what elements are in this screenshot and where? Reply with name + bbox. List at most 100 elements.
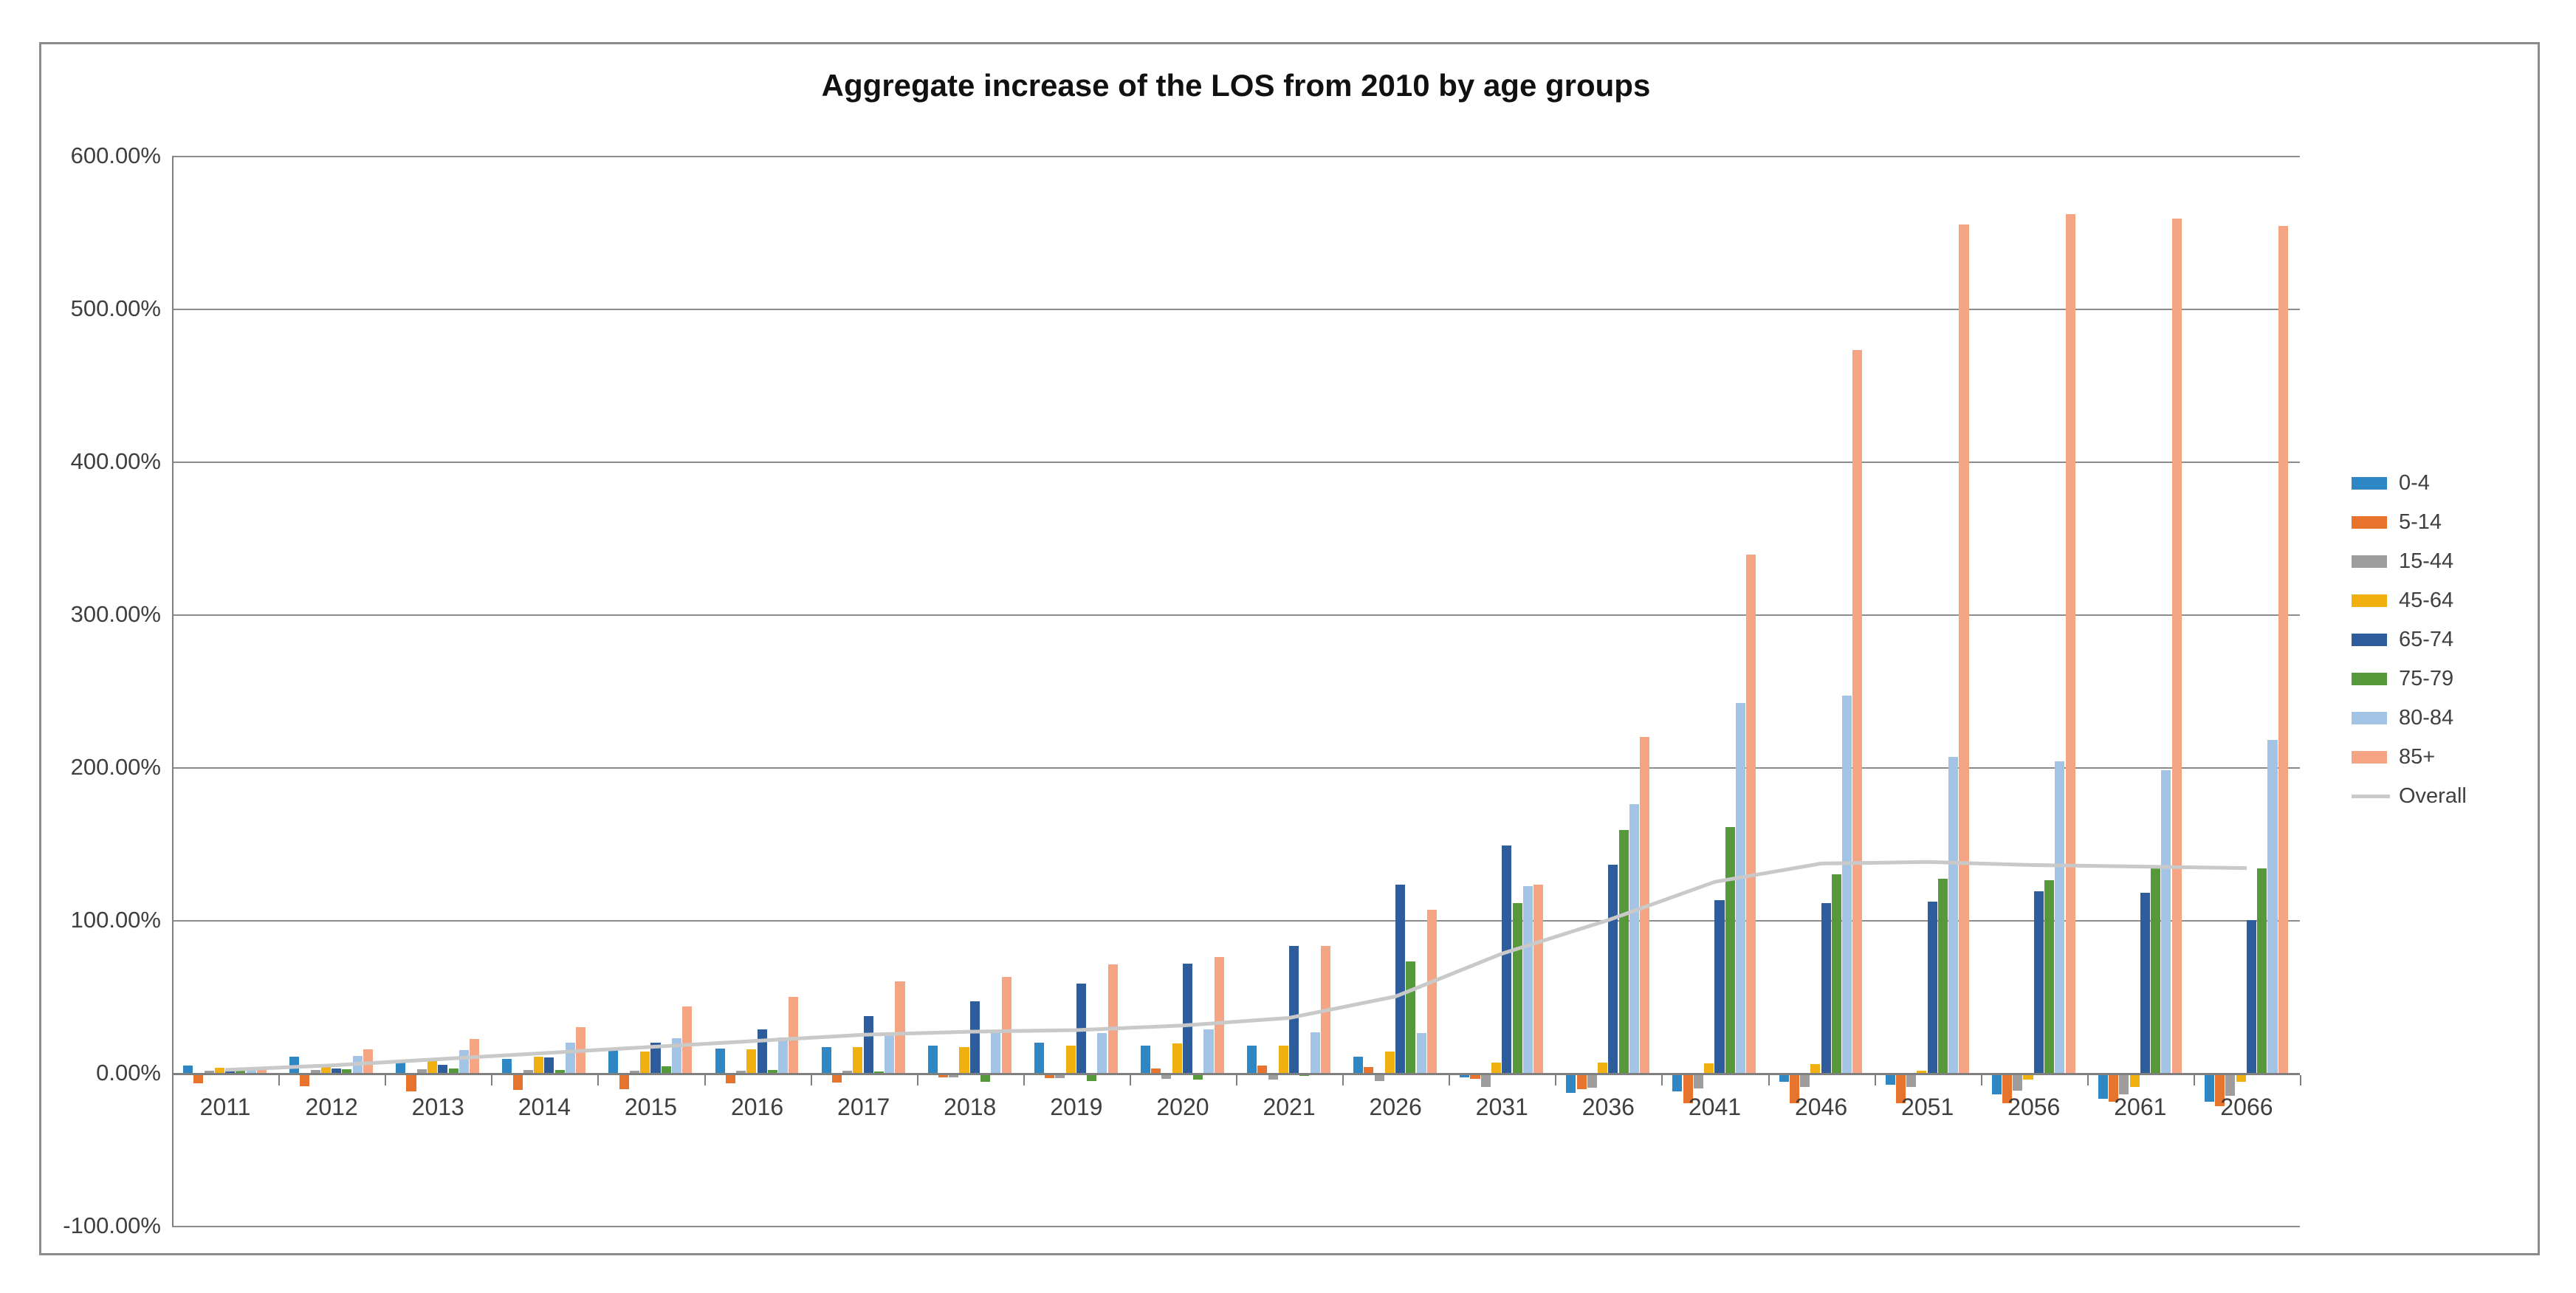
bar-5-14-2036 bbox=[1576, 1074, 1587, 1089]
x-axis-tick bbox=[385, 1075, 387, 1085]
bar-75-79-2020 bbox=[1193, 1074, 1203, 1080]
bar-5-14-2021 bbox=[1257, 1065, 1268, 1073]
bar-80-84-2061 bbox=[2161, 770, 2171, 1073]
legend-label: Overall bbox=[2399, 784, 2467, 808]
bar-75-79-2015 bbox=[661, 1066, 671, 1073]
bar-5-14-2041 bbox=[1683, 1074, 1693, 1104]
legend-swatch-icon bbox=[2352, 477, 2387, 490]
bar-85+-2019 bbox=[1107, 964, 1118, 1073]
bar-80-84-2013 bbox=[458, 1049, 469, 1073]
bar-0-4-2036 bbox=[1566, 1074, 1576, 1093]
x-axis-label-2066: 2066 bbox=[2220, 1094, 2273, 1120]
gridline-200 bbox=[172, 767, 2300, 769]
bar-45-64-2011 bbox=[214, 1067, 224, 1073]
legend-swatch-icon bbox=[2352, 555, 2387, 568]
bar-75-79-2061 bbox=[2151, 868, 2161, 1073]
bar-75-79-2018 bbox=[980, 1074, 991, 1083]
bar-5-14-2015 bbox=[619, 1074, 629, 1089]
bar-80-84-2017 bbox=[885, 1033, 895, 1073]
bar-45-64-2066 bbox=[2236, 1074, 2246, 1083]
bar-0-4-2014 bbox=[502, 1059, 512, 1073]
x-axis-label-2041: 2041 bbox=[1688, 1094, 1742, 1120]
x-axis-label-2056: 2056 bbox=[2007, 1094, 2061, 1120]
bar-5-14-2066 bbox=[2215, 1074, 2225, 1107]
x-axis-tick bbox=[704, 1075, 706, 1085]
y-axis-tick-label: 300.00% bbox=[70, 601, 161, 627]
bar-80-84-2036 bbox=[1629, 803, 1639, 1073]
bar-85+-2021 bbox=[1320, 946, 1330, 1073]
bar-75-79-2019 bbox=[1087, 1074, 1097, 1082]
bar-45-64-2056 bbox=[2023, 1074, 2033, 1080]
bar-5-14-2019 bbox=[1045, 1074, 1055, 1079]
bar-65-74-2036 bbox=[1608, 865, 1618, 1073]
bar-85+-2013 bbox=[470, 1039, 480, 1073]
gridline-500 bbox=[172, 309, 2300, 310]
bar-85+-2014 bbox=[576, 1026, 586, 1073]
bar-85+-2016 bbox=[789, 996, 799, 1073]
bar-85+-2046 bbox=[1852, 349, 1863, 1073]
bar-65-74-2051 bbox=[1927, 902, 1937, 1073]
bar-0-4-2031 bbox=[1460, 1074, 1470, 1078]
gridline-400 bbox=[172, 462, 2300, 463]
bar-80-84-2016 bbox=[778, 1038, 789, 1073]
bar-85+-2036 bbox=[1640, 736, 1650, 1073]
bar-65-74-2041 bbox=[1714, 900, 1725, 1073]
bar-80-84-2021 bbox=[1310, 1032, 1320, 1073]
bar-45-64-2041 bbox=[1704, 1063, 1714, 1073]
bar-75-79-2031 bbox=[1512, 903, 1522, 1073]
x-axis-tick bbox=[1023, 1075, 1025, 1085]
legend-item-65-74: 65-74 bbox=[2352, 620, 2467, 659]
y-axis-tick-label: 200.00% bbox=[70, 754, 161, 780]
bar-80-84-2015 bbox=[671, 1038, 682, 1073]
bar-15-44-2061 bbox=[2119, 1074, 2129, 1094]
bar-15-44-2015 bbox=[629, 1070, 639, 1073]
bar-80-84-2026 bbox=[1416, 1033, 1426, 1073]
legend-item-15-44: 15-44 bbox=[2352, 542, 2467, 581]
bar-65-74-2021 bbox=[1289, 946, 1299, 1073]
bar-80-84-2041 bbox=[1735, 703, 1746, 1073]
bar-0-4-2013 bbox=[396, 1062, 406, 1073]
bar-0-4-2061 bbox=[2098, 1074, 2108, 1100]
bar-0-4-2020 bbox=[1140, 1045, 1150, 1073]
bar-85+-2066 bbox=[2278, 226, 2288, 1073]
bar-5-14-2014 bbox=[512, 1074, 523, 1090]
bar-45-64-2051 bbox=[1917, 1070, 1927, 1073]
legend-label: 15-44 bbox=[2399, 549, 2454, 573]
bar-75-79-2046 bbox=[1831, 874, 1841, 1073]
x-axis-label-2031: 2031 bbox=[1475, 1094, 1528, 1120]
legend-swatch-icon bbox=[2352, 673, 2387, 685]
bar-5-14-2061 bbox=[2109, 1074, 2119, 1102]
bar-0-4-2051 bbox=[1885, 1074, 1895, 1085]
bar-15-44-2020 bbox=[1161, 1074, 1172, 1080]
legend-item-overall: Overall bbox=[2352, 777, 2467, 816]
y-axis-tick-label: -100.00% bbox=[63, 1213, 161, 1238]
bar-5-14-2046 bbox=[1789, 1074, 1799, 1104]
bar-5-14-2011 bbox=[193, 1074, 204, 1084]
bar-45-64-2026 bbox=[1384, 1052, 1395, 1073]
bar-85+-2012 bbox=[363, 1049, 373, 1073]
legend-swatch-icon bbox=[2352, 634, 2387, 646]
x-axis-label-2021: 2021 bbox=[1263, 1094, 1316, 1120]
bar-65-74-2015 bbox=[650, 1042, 661, 1073]
bar-45-64-2031 bbox=[1491, 1062, 1502, 1073]
gridline--100 bbox=[172, 1226, 2300, 1227]
bar-45-64-2012 bbox=[320, 1064, 331, 1073]
bar-85+-2051 bbox=[1959, 224, 1969, 1073]
bar-75-79-2041 bbox=[1725, 826, 1735, 1073]
bar-65-74-2066 bbox=[2246, 920, 2256, 1073]
x-axis-tick bbox=[1236, 1075, 1237, 1085]
bar-45-64-2036 bbox=[1598, 1062, 1608, 1073]
bar-65-74-2046 bbox=[1821, 903, 1831, 1073]
bar-75-79-2051 bbox=[1937, 879, 1948, 1073]
bar-85+-2017 bbox=[895, 981, 905, 1073]
bar-45-64-2017 bbox=[853, 1046, 863, 1073]
bar-85+-2026 bbox=[1426, 909, 1437, 1073]
chart-title: Aggregate increase of the LOS from 2010 … bbox=[821, 68, 1651, 103]
x-axis-label-2036: 2036 bbox=[1581, 1094, 1635, 1120]
x-axis-tick bbox=[1342, 1075, 1344, 1085]
gridline-300 bbox=[172, 614, 2300, 616]
bar-5-14-2013 bbox=[406, 1074, 416, 1091]
bar-15-44-2041 bbox=[1693, 1074, 1703, 1088]
bar-0-4-2015 bbox=[608, 1049, 619, 1073]
